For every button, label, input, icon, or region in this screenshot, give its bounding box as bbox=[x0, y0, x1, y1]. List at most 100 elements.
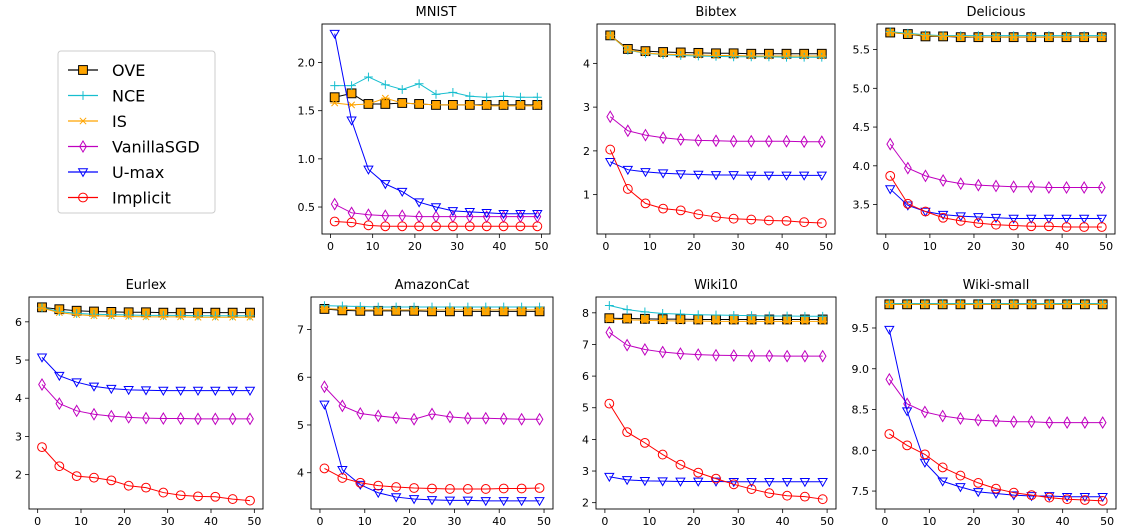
data-point bbox=[355, 480, 366, 491]
data-point bbox=[1079, 33, 1089, 41]
data-point bbox=[1027, 180, 1036, 194]
data-point bbox=[106, 312, 116, 320]
data-point bbox=[605, 144, 616, 155]
data-point bbox=[380, 99, 391, 109]
data-point bbox=[447, 221, 458, 232]
data-point bbox=[431, 89, 441, 99]
data-point bbox=[175, 490, 186, 501]
data-point bbox=[193, 311, 203, 321]
data-point bbox=[659, 131, 667, 145]
series-u-max bbox=[884, 325, 1108, 503]
data-point bbox=[693, 467, 704, 478]
data-point bbox=[319, 400, 330, 410]
data-point bbox=[364, 100, 373, 108]
data-point bbox=[783, 349, 791, 363]
legend-marker bbox=[78, 65, 88, 75]
data-point bbox=[364, 72, 373, 82]
data-point bbox=[89, 309, 99, 319]
data-point bbox=[390, 493, 402, 503]
data-point bbox=[142, 411, 150, 425]
panel-title: Wiki-small bbox=[963, 278, 1030, 293]
series-implicit bbox=[884, 429, 1108, 506]
data-point bbox=[346, 88, 357, 99]
series-line bbox=[334, 33, 538, 215]
data-point bbox=[1009, 180, 1018, 194]
series-implicit bbox=[319, 463, 545, 494]
x-tick-label: 0 bbox=[327, 240, 334, 253]
data-point bbox=[799, 491, 810, 502]
legend-marker bbox=[78, 117, 88, 125]
data-point bbox=[1062, 300, 1072, 308]
data-point bbox=[245, 495, 255, 506]
data-point bbox=[641, 49, 650, 57]
data-point bbox=[158, 487, 169, 498]
y-tick-label: 8 bbox=[582, 307, 589, 320]
data-point bbox=[991, 483, 1001, 494]
data-point bbox=[641, 343, 649, 356]
series-implicit bbox=[604, 398, 828, 505]
data-point bbox=[640, 307, 650, 317]
data-point bbox=[973, 299, 983, 308]
x-tick-label: 20 bbox=[408, 240, 422, 253]
data-point bbox=[604, 315, 614, 323]
data-point bbox=[728, 477, 740, 488]
series-is bbox=[605, 31, 827, 60]
data-point bbox=[955, 215, 966, 226]
data-point bbox=[693, 170, 704, 180]
data-point bbox=[498, 209, 509, 220]
data-point bbox=[885, 27, 895, 37]
series-line bbox=[888, 379, 1103, 424]
data-point bbox=[141, 313, 151, 321]
data-point bbox=[346, 217, 357, 228]
data-point bbox=[532, 102, 542, 110]
data-point bbox=[89, 472, 99, 483]
x-tick-label: 0 bbox=[602, 240, 609, 253]
data-point bbox=[712, 134, 720, 148]
data-point bbox=[158, 313, 168, 321]
data-point bbox=[462, 496, 474, 506]
panel-wiki10: Wiki10 0 10 20 30 40 50 2 3 4 5 6 7 8 bbox=[582, 278, 837, 528]
y-tick-label: 5 bbox=[15, 354, 22, 367]
data-point bbox=[482, 92, 492, 102]
data-point bbox=[192, 386, 204, 396]
data-point bbox=[516, 92, 525, 102]
series-implicit bbox=[885, 170, 1107, 232]
data-point bbox=[363, 220, 374, 231]
series-vanillasgd bbox=[320, 380, 544, 426]
data-point bbox=[346, 116, 357, 126]
data-point bbox=[364, 208, 373, 222]
data-point bbox=[1044, 31, 1054, 41]
data-point bbox=[729, 51, 739, 60]
data-point bbox=[107, 409, 116, 423]
data-point bbox=[902, 198, 913, 209]
data-point bbox=[818, 317, 828, 325]
series-vanillasgd bbox=[885, 372, 1107, 430]
data-point bbox=[956, 177, 965, 191]
data-point bbox=[1098, 299, 1108, 308]
series-implicit bbox=[605, 144, 827, 228]
data-point bbox=[956, 31, 966, 41]
data-point bbox=[515, 209, 526, 220]
data-point bbox=[428, 407, 436, 421]
data-point bbox=[1079, 222, 1090, 232]
data-point bbox=[1009, 31, 1019, 41]
y-tick-label: 7.5 bbox=[852, 485, 870, 498]
data-point bbox=[675, 459, 686, 470]
data-point bbox=[515, 221, 526, 232]
y-tick-label: 7 bbox=[582, 338, 589, 351]
data-point bbox=[764, 311, 774, 321]
data-point bbox=[799, 52, 809, 62]
x-tick-label: 50 bbox=[247, 515, 261, 528]
data-point bbox=[746, 52, 756, 60]
data-point bbox=[210, 386, 221, 396]
data-point bbox=[675, 205, 686, 216]
data-point bbox=[1079, 495, 1090, 505]
data-point bbox=[657, 169, 669, 179]
data-point bbox=[158, 310, 168, 320]
data-point bbox=[729, 52, 739, 62]
data-point bbox=[1009, 300, 1019, 308]
data-point bbox=[72, 311, 82, 319]
data-point bbox=[972, 488, 984, 498]
data-point bbox=[991, 33, 1001, 41]
